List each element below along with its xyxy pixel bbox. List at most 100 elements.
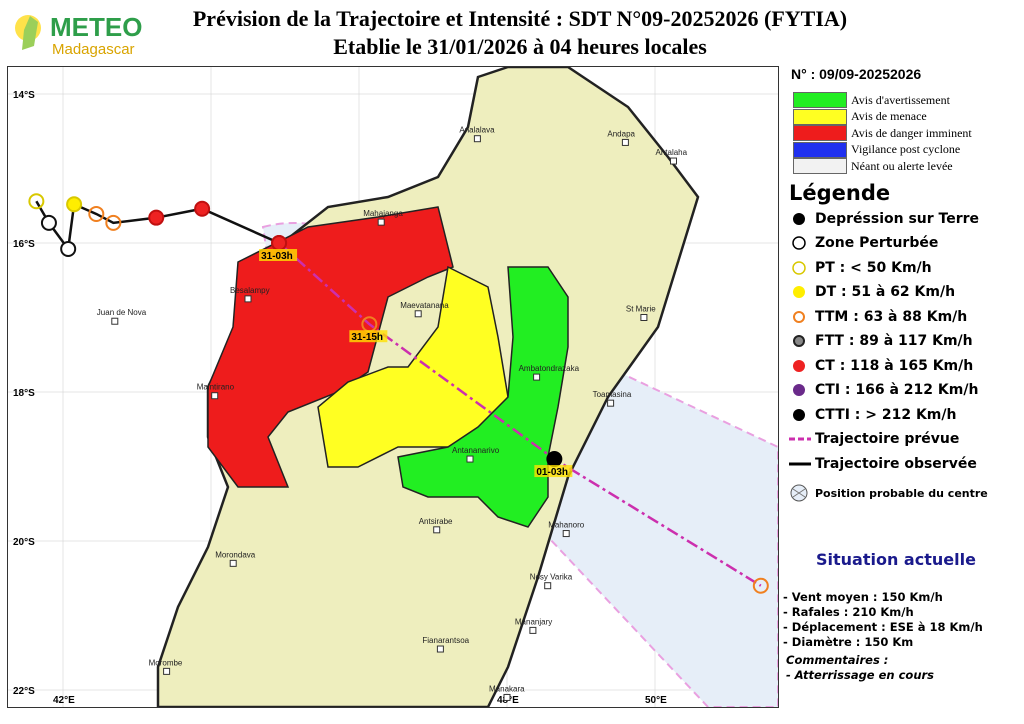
city-marker (244, 295, 252, 303)
legend-title: Légende (789, 180, 891, 205)
meteo-madagascar-logo: METEO Madagascar (12, 10, 142, 58)
forecast-position-marker (271, 235, 288, 251)
city-label: Antalaha (656, 148, 688, 157)
observed-position-marker (105, 214, 122, 231)
legend-item: CTTI : > 212 Km/h (785, 403, 1020, 428)
observed-position-marker (148, 209, 165, 226)
legend-item: Depréssion sur Terre (785, 207, 1020, 232)
city-label: Antananarivo (452, 446, 500, 455)
city-label: Morondava (215, 550, 256, 559)
legend-label: Zone Perturbée (815, 235, 939, 252)
alert-level-item: Avis de danger imminent (785, 125, 1020, 142)
city-label: Manakara (489, 684, 525, 693)
lat-tick: 20°S (13, 537, 35, 548)
wind-speed: - Vent moyen : 150 Km/h (783, 590, 943, 604)
city-marker (473, 135, 481, 143)
legend-item: PT : < 50 Km/h (785, 256, 1020, 281)
city-label: Mahanoro (548, 521, 585, 530)
city-marker (377, 218, 385, 226)
legend-item: CTI : 166 à 212 Km/h (785, 378, 1020, 403)
alert-color-swatch (793, 158, 847, 175)
yellow-filled-circle-icon (793, 286, 805, 299)
legend-item: Zone Perturbée (785, 231, 1020, 256)
black-cyclone-icon (793, 408, 805, 421)
alert-level-label: Avis de menace (851, 109, 927, 124)
legend-item: Trajectoire observée (785, 452, 1020, 477)
city-marker (433, 526, 441, 534)
city-marker (503, 693, 511, 701)
city-label: Mahajanga (363, 209, 403, 218)
region-avertissement (397, 266, 569, 528)
city-label: Juan de Nova (97, 308, 147, 317)
city-marker (621, 138, 629, 146)
yellow-open-circle-icon (792, 261, 806, 275)
orange-cyclone-icon (793, 310, 805, 323)
city-marker (111, 317, 119, 325)
alert-color-swatch (793, 141, 847, 158)
diameter: - Diamètre : 150 Km (783, 635, 914, 649)
lat-tick: 22°S (13, 686, 35, 697)
pink-dashed-line-icon (789, 437, 811, 441)
city-label: Ambatondrazaka (519, 364, 580, 373)
lon-tick: 42°E (53, 695, 75, 706)
gusts: - Rafales : 210 Km/h (783, 605, 914, 619)
observed-position-marker (66, 196, 83, 213)
city-marker (544, 582, 552, 590)
legend-label: Depréssion sur Terre (815, 210, 980, 227)
city-label: Fianarantsoa (422, 636, 469, 645)
comment-text: - Atterrissage en cours (786, 668, 935, 682)
page-subtitle: Etablie le 31/01/2026 à 04 heures locale… (333, 34, 707, 59)
city-label: Antsirabe (419, 517, 453, 526)
alert-level-item: Vigilance post cyclone (785, 141, 1020, 159)
city-marker (211, 392, 219, 400)
city-label: Maintirano (197, 383, 235, 392)
purple-cyclone-icon (793, 384, 805, 397)
comments-title: Commentaires : (786, 653, 889, 667)
alert-level-item: Avis de menace (785, 108, 1020, 126)
lat-tick: 16°S (13, 239, 35, 250)
legend-item: CT : 118 à 165 Km/h (785, 354, 1020, 379)
observed-track-line (35, 200, 280, 253)
city-label: Maevatanana (400, 301, 449, 310)
city-label: Nosy Varika (530, 573, 573, 582)
legend-label: Trajectoire prévue (815, 431, 960, 448)
city-marker (640, 314, 648, 321)
alert-level-label: Néant ou alerte levée (851, 158, 953, 173)
city-label: Morombe (149, 658, 183, 667)
observed-position-marker (40, 214, 57, 231)
madagascar-sun-icon (15, 15, 41, 50)
hatched-circle-icon (790, 484, 808, 502)
forecast-time-label: 01-03h (536, 467, 568, 478)
legend-label: DT : 51 à 62 Km/h (815, 284, 956, 301)
city-label: Toamasina (593, 390, 632, 399)
city-label: Mananjary (515, 617, 552, 626)
city-label: Andapa (607, 129, 635, 138)
cyclone-map: 14°S16°S18°S20°S22°S42°E44°E46°E48°E50°E… (7, 66, 779, 708)
forecast-position-marker (546, 451, 563, 468)
legend-item: Position probable du centre (785, 476, 1020, 510)
forecast-track-line (278, 242, 762, 587)
legend-item: TTM : 63 à 88 Km/h (785, 305, 1020, 330)
observed-position-marker (194, 200, 211, 217)
legend-label: CT : 118 à 165 Km/h (815, 357, 974, 374)
movement: - Déplacement : ESE à 18 Km/h (783, 620, 983, 634)
bulletin-number: N° : 09/09-20252026 (791, 66, 922, 82)
city-marker (414, 310, 422, 318)
legend-label: Trajectoire observée (815, 455, 977, 472)
city-marker (670, 157, 677, 165)
alert-level-label: Avis de danger imminent (851, 125, 972, 140)
city-marker (163, 667, 171, 675)
forecast-position-marker (752, 577, 769, 594)
open-circle-icon (792, 236, 806, 250)
alert-level-label: Vigilance post cyclone (851, 142, 961, 157)
situation-details: - Vent moyen : 150 Km/h - Rafales : 210 … (783, 590, 983, 650)
alert-color-swatch (793, 92, 847, 109)
legend-label: PT : < 50 Km/h (815, 259, 932, 276)
city-label: Besalampy (230, 286, 270, 295)
legend-item: DT : 51 à 62 Km/h (785, 280, 1020, 305)
city-marker (436, 645, 444, 653)
legend-item: Trajectoire prévue (785, 427, 1020, 452)
legend-label: Position probable du centre (815, 486, 988, 500)
legend-label: CTTI : > 212 Km/h (815, 406, 957, 423)
region-menace (317, 265, 509, 468)
